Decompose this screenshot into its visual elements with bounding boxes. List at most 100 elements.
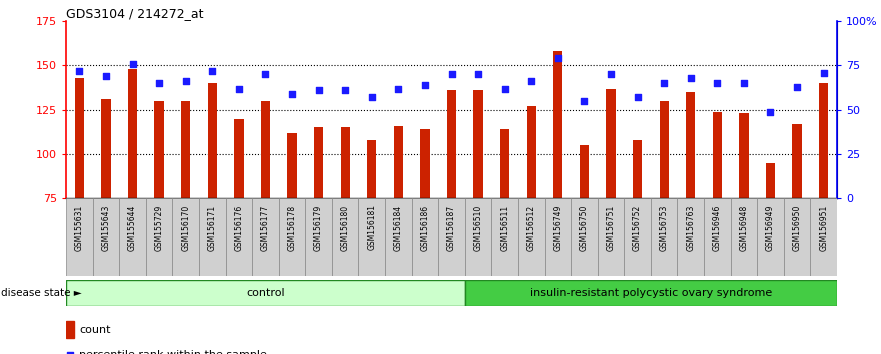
Text: GSM156752: GSM156752: [633, 205, 642, 251]
Text: GSM156948: GSM156948: [739, 205, 749, 251]
Bar: [527, 106, 536, 198]
Text: GSM156180: GSM156180: [341, 205, 350, 251]
Text: GSM156950: GSM156950: [793, 205, 802, 251]
FancyBboxPatch shape: [518, 198, 544, 276]
Text: GSM156751: GSM156751: [606, 205, 616, 251]
Point: [471, 72, 485, 77]
FancyBboxPatch shape: [730, 198, 757, 276]
Text: GSM156512: GSM156512: [527, 205, 536, 251]
Bar: [101, 99, 111, 198]
FancyBboxPatch shape: [651, 198, 677, 276]
Text: GSM155729: GSM155729: [154, 205, 164, 251]
FancyBboxPatch shape: [544, 198, 571, 276]
Point: [498, 86, 512, 91]
Bar: [208, 83, 217, 198]
Bar: [792, 124, 802, 198]
Point: [63, 352, 78, 354]
Text: GSM155643: GSM155643: [101, 205, 110, 251]
Bar: [154, 101, 164, 198]
Bar: [66, 321, 74, 338]
Text: GSM156749: GSM156749: [553, 205, 562, 251]
Bar: [766, 163, 775, 198]
FancyBboxPatch shape: [173, 198, 199, 276]
Text: GSM156181: GSM156181: [367, 205, 376, 251]
Bar: [739, 113, 749, 198]
Point: [72, 68, 86, 74]
Bar: [819, 83, 828, 198]
Bar: [660, 101, 669, 198]
Bar: [420, 129, 430, 198]
Text: GSM156184: GSM156184: [394, 205, 403, 251]
Bar: [287, 133, 297, 198]
Point: [258, 72, 272, 77]
FancyBboxPatch shape: [93, 198, 119, 276]
FancyBboxPatch shape: [784, 198, 811, 276]
Text: insulin-resistant polycystic ovary syndrome: insulin-resistant polycystic ovary syndr…: [529, 288, 772, 298]
Point: [444, 72, 458, 77]
Text: GSM156177: GSM156177: [261, 205, 270, 251]
FancyBboxPatch shape: [66, 198, 93, 276]
Bar: [633, 140, 642, 198]
Point: [577, 98, 591, 104]
FancyBboxPatch shape: [66, 280, 465, 306]
Point: [710, 80, 724, 86]
FancyBboxPatch shape: [332, 198, 359, 276]
Text: GSM156946: GSM156946: [713, 205, 722, 251]
Text: control: control: [246, 288, 285, 298]
FancyBboxPatch shape: [226, 198, 252, 276]
Bar: [314, 127, 323, 198]
Bar: [686, 92, 695, 198]
Text: GSM156170: GSM156170: [181, 205, 190, 251]
Bar: [128, 69, 137, 198]
FancyBboxPatch shape: [811, 198, 837, 276]
Text: percentile rank within the sample: percentile rank within the sample: [79, 349, 267, 354]
Point: [657, 80, 671, 86]
Point: [152, 80, 167, 86]
Point: [312, 87, 326, 93]
Text: GSM156763: GSM156763: [686, 205, 695, 251]
Text: GSM156753: GSM156753: [660, 205, 669, 251]
Text: GSM156176: GSM156176: [234, 205, 243, 251]
FancyBboxPatch shape: [677, 198, 704, 276]
Point: [551, 56, 565, 61]
Text: GSM156186: GSM156186: [420, 205, 429, 251]
Point: [232, 86, 246, 91]
FancyBboxPatch shape: [571, 198, 597, 276]
Bar: [713, 112, 722, 198]
FancyBboxPatch shape: [278, 198, 306, 276]
FancyBboxPatch shape: [704, 198, 730, 276]
Text: GSM156179: GSM156179: [315, 205, 323, 251]
Point: [205, 68, 219, 74]
Point: [604, 72, 618, 77]
Text: GSM156171: GSM156171: [208, 205, 217, 251]
Bar: [181, 101, 190, 198]
Bar: [261, 101, 270, 198]
Text: GSM156178: GSM156178: [287, 205, 297, 251]
Bar: [606, 88, 616, 198]
FancyBboxPatch shape: [306, 198, 332, 276]
Text: GSM156511: GSM156511: [500, 205, 509, 251]
FancyBboxPatch shape: [438, 198, 465, 276]
Bar: [234, 119, 243, 198]
Point: [631, 95, 645, 100]
FancyBboxPatch shape: [146, 198, 173, 276]
Point: [99, 73, 113, 79]
FancyBboxPatch shape: [757, 198, 784, 276]
FancyBboxPatch shape: [359, 198, 385, 276]
Bar: [553, 51, 562, 198]
Text: GDS3104 / 214272_at: GDS3104 / 214272_at: [66, 7, 204, 20]
Point: [524, 79, 538, 84]
FancyBboxPatch shape: [492, 198, 518, 276]
FancyBboxPatch shape: [385, 198, 411, 276]
Point: [790, 84, 804, 90]
Point: [418, 82, 432, 88]
Point: [817, 70, 831, 75]
FancyBboxPatch shape: [597, 198, 625, 276]
Point: [338, 87, 352, 93]
Point: [684, 75, 698, 81]
Bar: [75, 78, 84, 198]
Bar: [341, 127, 350, 198]
FancyBboxPatch shape: [199, 198, 226, 276]
Text: GSM155631: GSM155631: [75, 205, 84, 251]
Bar: [500, 129, 509, 198]
